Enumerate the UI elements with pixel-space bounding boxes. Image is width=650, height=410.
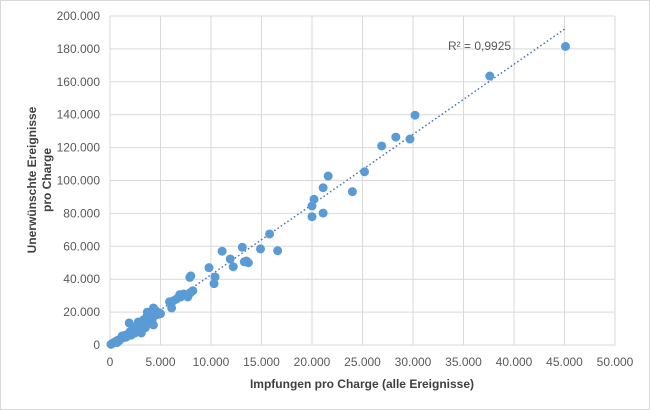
y-tick-label: 140.000 bbox=[57, 108, 101, 122]
x-tick-label: 15.000 bbox=[243, 355, 280, 369]
data-point bbox=[360, 167, 370, 177]
data-point bbox=[318, 208, 328, 218]
y-tick-labels: 0 20.000 40.000 60.000 80.000 100.000 120.000 1… bbox=[57, 9, 101, 352]
x-tick-label: 40.000 bbox=[496, 355, 533, 369]
data-point bbox=[186, 287, 196, 297]
data-points bbox=[106, 41, 571, 349]
y-tick-label: 120.000 bbox=[57, 141, 101, 155]
data-point bbox=[217, 246, 227, 256]
y-axis-title-line-2: pro Charge bbox=[40, 148, 54, 212]
data-point bbox=[391, 132, 401, 142]
data-point bbox=[209, 279, 219, 289]
data-point bbox=[410, 110, 420, 120]
data-point bbox=[114, 336, 124, 346]
grid bbox=[109, 15, 616, 346]
data-point bbox=[124, 318, 134, 328]
x-tick-label: 0 bbox=[107, 355, 114, 369]
data-point bbox=[405, 134, 415, 144]
x-axis-title: Impfungen pro Charge (alle Ereignisse) bbox=[250, 377, 474, 391]
data-point bbox=[167, 303, 177, 313]
r-squared-annotation: R² = 0,9925 bbox=[448, 39, 511, 53]
data-point bbox=[307, 212, 317, 222]
x-tick-label: 5.000 bbox=[145, 355, 175, 369]
data-point bbox=[185, 272, 195, 282]
x-tick-label: 10.000 bbox=[193, 355, 230, 369]
y-tick-label: 60.000 bbox=[63, 239, 100, 253]
x-tick-label: 35.000 bbox=[445, 355, 482, 369]
data-point bbox=[156, 309, 165, 319]
y-tick-label: 180.000 bbox=[57, 42, 101, 56]
y-tick-label: 40.000 bbox=[63, 272, 100, 286]
x-tick-label: 30.000 bbox=[395, 355, 432, 369]
data-point bbox=[204, 263, 214, 273]
data-point bbox=[147, 314, 157, 324]
data-point bbox=[309, 194, 319, 204]
data-point bbox=[347, 187, 357, 197]
data-point bbox=[255, 244, 265, 254]
data-point bbox=[377, 141, 387, 151]
data-point bbox=[273, 246, 283, 256]
data-point bbox=[265, 229, 275, 239]
x-tick-label: 45.000 bbox=[546, 355, 583, 369]
data-point bbox=[323, 171, 333, 181]
data-point bbox=[140, 323, 150, 333]
x-tick-label: 50.000 bbox=[597, 355, 634, 369]
data-point bbox=[225, 254, 235, 264]
data-point bbox=[561, 41, 571, 51]
data-point bbox=[307, 201, 317, 211]
y-axis-title-line-1: Unerwünschte Ereignisse bbox=[25, 106, 39, 253]
data-point bbox=[210, 272, 220, 282]
x-tick-label: 20.000 bbox=[294, 355, 331, 369]
x-tick-label: 25.000 bbox=[344, 355, 381, 369]
data-point bbox=[243, 258, 253, 268]
data-point bbox=[485, 71, 495, 81]
y-tick-label: 100.000 bbox=[57, 174, 101, 188]
data-point bbox=[228, 262, 238, 272]
y-tick-label: 80.000 bbox=[63, 206, 100, 220]
x-tick-labels: 0 5.000 10.000 15.000 20.000 25.000 30.000 35.0… bbox=[107, 355, 634, 369]
y-tick-label: 160.000 bbox=[57, 75, 101, 89]
data-point bbox=[318, 183, 328, 193]
y-tick-label: 0 bbox=[93, 338, 100, 352]
y-tick-label: 200.000 bbox=[57, 9, 101, 23]
data-point bbox=[126, 330, 136, 340]
data-point bbox=[237, 242, 247, 252]
y-tick-label: 20.000 bbox=[63, 305, 100, 319]
